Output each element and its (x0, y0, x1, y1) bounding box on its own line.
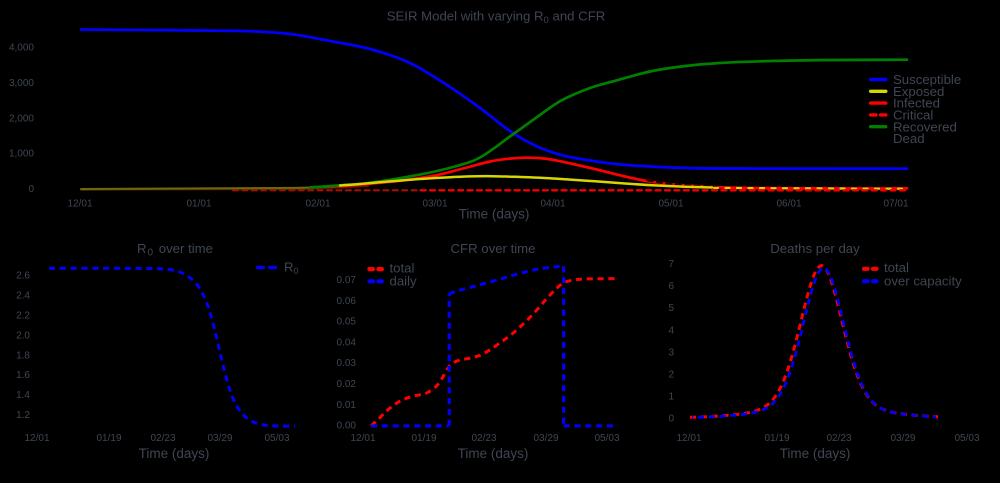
svg-text:0: 0 (668, 414, 674, 425)
svg-text:total: total (390, 260, 415, 275)
svg-text:1.4: 1.4 (16, 390, 30, 401)
svg-text:Time (days): Time (days) (780, 446, 851, 461)
svg-text:2.4: 2.4 (16, 291, 30, 302)
svg-text:07/01: 07/01 (883, 199, 908, 210)
svg-text:05/03: 05/03 (954, 433, 979, 444)
svg-text:12/01: 12/01 (24, 433, 49, 444)
svg-text:1: 1 (668, 392, 674, 403)
svg-text:CFR over time: CFR over time (451, 241, 536, 256)
svg-text:05/01: 05/01 (658, 199, 683, 210)
svg-text:2.2: 2.2 (16, 311, 30, 322)
svg-text:0.04: 0.04 (337, 337, 357, 348)
svg-text:Deaths per day: Deaths per day (770, 241, 860, 256)
svg-text:0: 0 (28, 184, 34, 195)
svg-text:Time (days): Time (days) (459, 207, 530, 222)
svg-text:2: 2 (668, 370, 674, 381)
svg-text:03/01: 03/01 (422, 199, 447, 210)
svg-text:Recovered: Recovered (893, 119, 957, 134)
svg-text:0.02: 0.02 (337, 379, 357, 390)
svg-text:0.07: 0.07 (337, 275, 357, 286)
svg-text:Susceptible: Susceptible (893, 72, 961, 87)
svg-text:4,000: 4,000 (9, 43, 34, 54)
svg-text:02/23: 02/23 (826, 433, 851, 444)
svg-text:01/19: 01/19 (411, 433, 436, 444)
svg-text:6: 6 (668, 281, 674, 292)
svg-text:03/29: 03/29 (533, 433, 558, 444)
svg-text:05/03: 05/03 (594, 433, 619, 444)
svg-text:1.6: 1.6 (16, 370, 30, 381)
svg-text:0.01: 0.01 (337, 400, 357, 411)
svg-text:over capacity: over capacity (884, 273, 962, 288)
svg-text:Infected: Infected (893, 96, 940, 111)
svg-text:7: 7 (668, 259, 674, 270)
svg-text:02/23: 02/23 (150, 433, 175, 444)
svg-text:daily: daily (390, 274, 418, 289)
svg-text:12/01: 12/01 (676, 433, 701, 444)
svg-text:R0 over time: R0 over time (137, 241, 213, 259)
svg-text:total: total (884, 260, 909, 275)
svg-text:0.06: 0.06 (337, 296, 357, 307)
svg-text:02/23: 02/23 (471, 433, 496, 444)
svg-text:12/01: 12/01 (67, 199, 92, 210)
svg-text:3: 3 (668, 347, 674, 358)
svg-text:Time (days): Time (days) (458, 446, 529, 461)
svg-text:1.8: 1.8 (16, 350, 30, 361)
svg-text:Critical: Critical (893, 108, 933, 123)
svg-text:03/29: 03/29 (890, 433, 915, 444)
svg-text:Time (days): Time (days) (139, 446, 210, 461)
svg-text:01/19: 01/19 (96, 433, 121, 444)
svg-text:04/01: 04/01 (540, 199, 565, 210)
svg-text:12/01: 12/01 (350, 433, 375, 444)
svg-text:Dead: Dead (893, 131, 925, 146)
svg-text:1.2: 1.2 (16, 410, 30, 421)
svg-text:06/01: 06/01 (776, 199, 801, 210)
svg-text:5: 5 (668, 303, 674, 314)
svg-text:05/03: 05/03 (264, 433, 289, 444)
svg-text:2,000: 2,000 (9, 113, 34, 124)
svg-text:2.6: 2.6 (16, 271, 30, 282)
svg-text:2.0: 2.0 (16, 330, 30, 341)
svg-text:1,000: 1,000 (9, 149, 34, 160)
svg-text:02/01: 02/01 (305, 199, 330, 210)
svg-text:0.00: 0.00 (337, 421, 357, 432)
svg-text:03/29: 03/29 (207, 433, 232, 444)
svg-text:3,000: 3,000 (9, 78, 34, 89)
svg-text:Exposed: Exposed (893, 84, 944, 99)
svg-text:0.03: 0.03 (337, 358, 357, 369)
svg-text:0.05: 0.05 (337, 317, 357, 328)
svg-text:4: 4 (668, 325, 674, 336)
svg-text:01/19: 01/19 (764, 433, 789, 444)
svg-text:SEIR Model with varying R0 and: SEIR Model with varying R0 and CFR (387, 9, 606, 27)
svg-text:01/01: 01/01 (186, 199, 211, 210)
